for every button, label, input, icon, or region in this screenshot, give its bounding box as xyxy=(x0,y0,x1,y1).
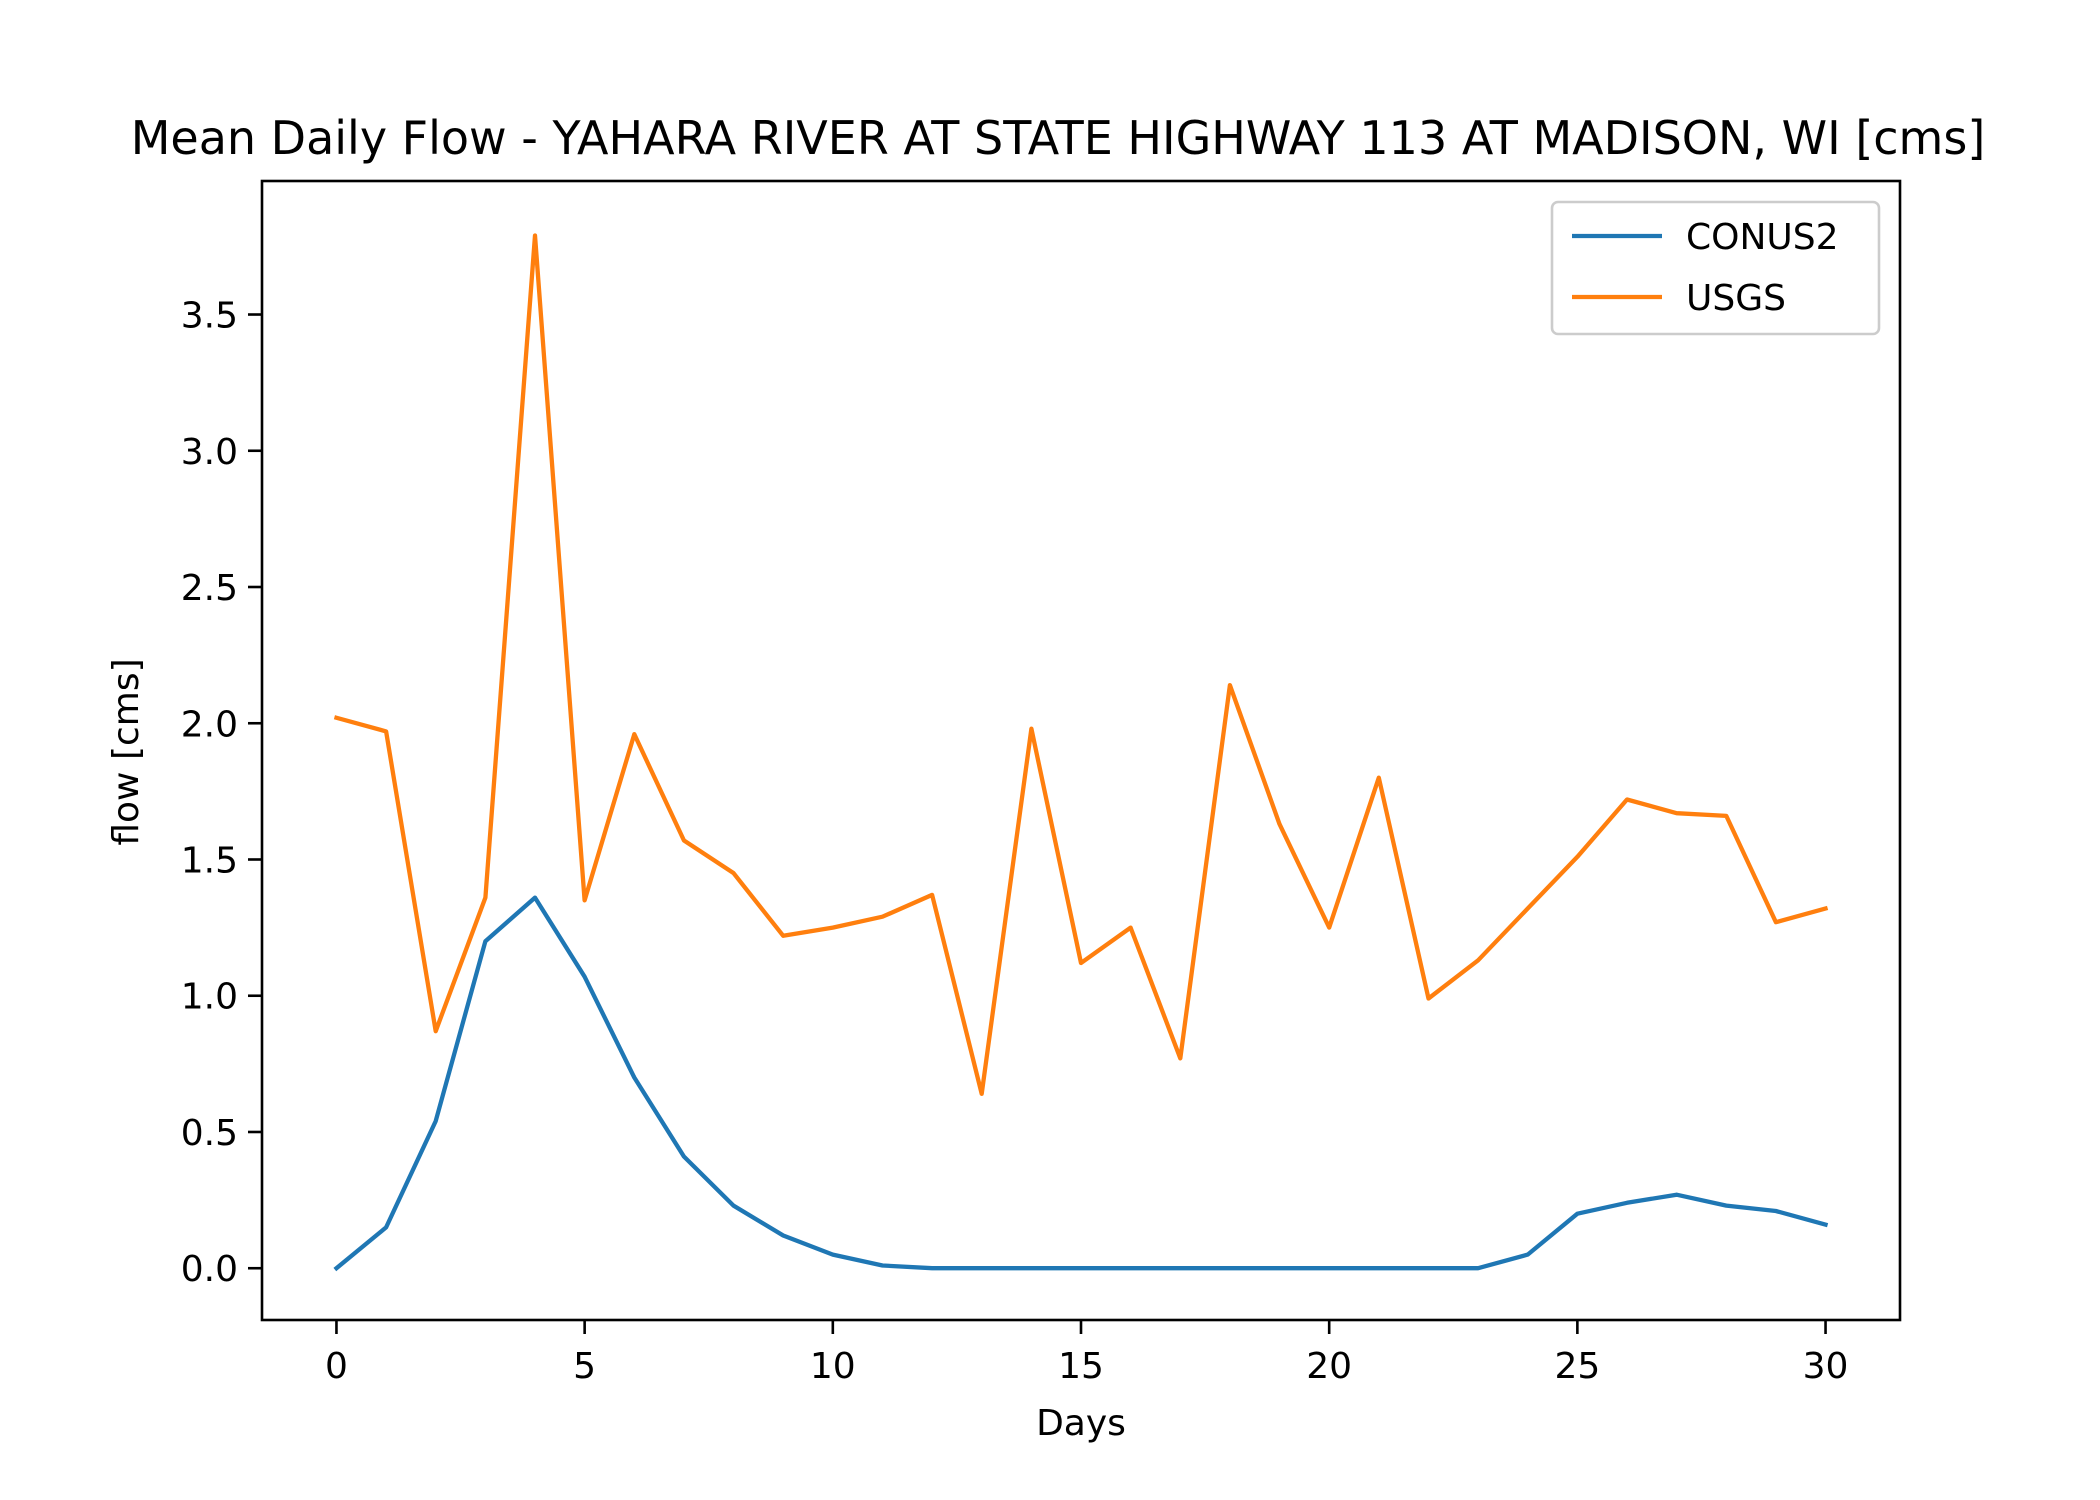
y-tick-label: 3.5 xyxy=(181,296,238,337)
x-axis-label: Days xyxy=(1036,1403,1126,1444)
x-axis: 0 5 10 15 20 25 30 xyxy=(325,1320,1848,1387)
series-layer xyxy=(333,233,1829,1272)
x-tick-label: 5 xyxy=(573,1346,596,1387)
y-tick-label: 2.5 xyxy=(181,568,238,609)
y-tick-label: 1.5 xyxy=(181,840,238,881)
y-axis: 0.0 0.5 1.0 1.5 2.0 2.5 3.0 3.5 xyxy=(181,296,262,1290)
x-tick-label: 15 xyxy=(1058,1346,1104,1387)
x-tick-label: 20 xyxy=(1306,1346,1352,1387)
legend-label-conus2: CONUS2 xyxy=(1686,217,1839,258)
y-axis-label: flow [cms] xyxy=(106,658,147,845)
chart-title: Mean Daily Flow - YAHARA RIVER AT STATE … xyxy=(131,111,1986,165)
x-tick-label: 0 xyxy=(325,1346,348,1387)
x-tick-label: 25 xyxy=(1554,1346,1600,1387)
x-tick-label: 10 xyxy=(810,1346,856,1387)
y-tick-label: 2.0 xyxy=(181,704,238,745)
plot-area xyxy=(260,179,1902,1322)
x-tick-label: 30 xyxy=(1803,1346,1849,1387)
y-tick-label: 3.0 xyxy=(181,432,238,473)
legend-label-usgs: USGS xyxy=(1686,278,1786,319)
y-tick-label: 0.5 xyxy=(181,1113,238,1154)
y-tick-label: 0.0 xyxy=(181,1249,238,1290)
legend: CONUS2 USGS xyxy=(1550,200,1881,336)
series-line-conus2 xyxy=(333,895,1829,1272)
series-line-usgs xyxy=(333,233,1829,1096)
y-tick-label: 1.0 xyxy=(181,977,238,1018)
